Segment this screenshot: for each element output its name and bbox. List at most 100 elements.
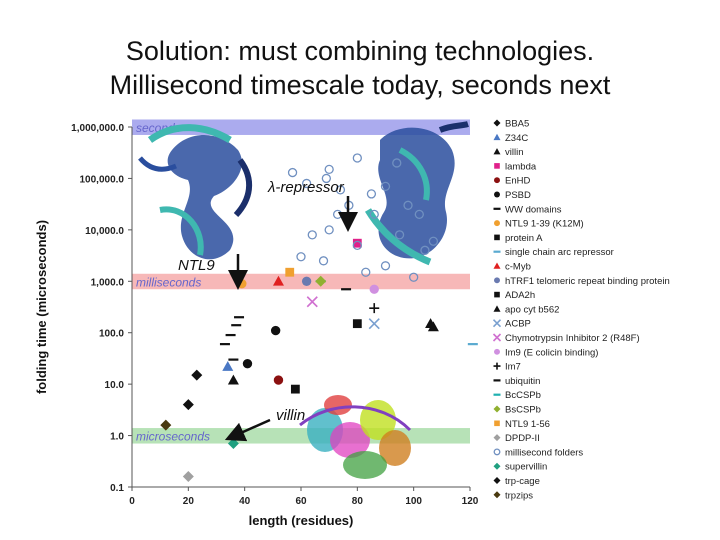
data-point-s12-p0 <box>352 319 362 329</box>
legend-label-20: BsCSPb <box>505 405 541 416</box>
legend-label-24: supervillin <box>505 462 547 473</box>
data-point-s23-p10 <box>296 252 306 262</box>
data-point-s23-p12 <box>352 240 362 250</box>
y-axis-label: folding time (microseconds) <box>34 220 49 394</box>
legend-marker-4 <box>494 177 500 184</box>
legend-marker-7 <box>494 220 500 227</box>
data-point-s0-p0 <box>191 369 203 381</box>
data-point-s3-p0 <box>352 238 362 248</box>
data-point-s23-p2 <box>321 173 332 184</box>
data-point-s23-p15 <box>414 209 424 220</box>
x-tick-label-4: 80 <box>352 496 364 507</box>
data-point-s23-p6 <box>366 189 377 199</box>
legend-marker-13 <box>493 305 501 312</box>
legend-label-19: BcCSPb <box>505 390 541 401</box>
legend-label-18: ubiquitin <box>505 376 540 387</box>
legend-label-15: Chymotrypsin Inhibitor 2 (R48F) <box>505 333 640 344</box>
slide-title-line-1: Solution: must combining technologies. <box>125 36 595 66</box>
slide-title-line-2: Millisecond timescale today, seconds nex… <box>109 70 611 100</box>
legend-marker-14 <box>492 319 502 328</box>
legend-marker-1 <box>493 133 501 141</box>
protein-structure-lambda-repressor-image <box>364 121 469 266</box>
legend-label-23: millisecond folders <box>505 447 583 458</box>
legend-marker-17 <box>493 362 501 370</box>
legend-marker-15 <box>492 333 502 342</box>
annotation-label-0: λ-repressor <box>267 179 345 196</box>
legend-marker-24 <box>493 462 501 470</box>
legend-marker-23 <box>493 448 501 456</box>
x-tick-label-1: 20 <box>183 496 195 507</box>
data-point-s23-p9 <box>307 230 317 240</box>
y-tick-label-0: 1,000,000.0 <box>71 123 124 134</box>
data-point-s14-p0 <box>368 318 380 330</box>
data-point-s23-p3 <box>335 185 346 195</box>
legend-marker-8 <box>494 234 500 241</box>
data-point-s25-p0 <box>182 399 194 411</box>
data-point-s23-p20 <box>361 267 371 277</box>
legend-label-4: EnHD <box>505 176 530 187</box>
data-point-s21-p0 <box>285 267 295 277</box>
legend-label-5: PSBD <box>505 190 531 201</box>
band-label-2: microseconds <box>136 430 210 444</box>
data-point-s23-p19 <box>324 225 334 235</box>
legend-label-11: hTRF1 telomeric repeat binding protein <box>505 276 670 287</box>
x-axis-label: length (residues) <box>249 513 354 528</box>
legend-label-12: ADA2h <box>505 290 535 301</box>
data-point-s1-p0 <box>222 361 234 371</box>
data-point-s2-p0 <box>227 374 239 385</box>
legend-label-14: ACBP <box>505 319 531 330</box>
legend-label-9: single chain arc repressor <box>505 247 614 258</box>
legend-label-16: Im9 (E colicin binding) <box>505 347 598 358</box>
legend-label-7: NTL9 1-39 (K12M) <box>505 219 584 230</box>
data-point-s23-p13 <box>380 261 391 271</box>
data-point-s23-p4 <box>324 164 334 175</box>
legend-marker-21 <box>494 420 500 427</box>
legend-marker-20 <box>493 405 501 413</box>
y-tick-label-6: 1.0 <box>110 432 124 443</box>
legend-label-0: BBA5 <box>505 119 529 130</box>
data-point-s13-p0 <box>425 318 437 329</box>
x-tick-label-5: 100 <box>405 496 422 507</box>
annotation-label-2: villin <box>276 407 305 424</box>
legend-label-1: Z34C <box>505 133 528 144</box>
legend-marker-25 <box>493 477 501 484</box>
data-point-s16-p0 <box>369 284 379 294</box>
legend-marker-3 <box>494 163 500 169</box>
data-point-s5-p0 <box>242 359 253 369</box>
data-point-s23-p16 <box>420 245 430 255</box>
legend-label-10: c-Myb <box>505 262 531 273</box>
x-tick-label-0: 0 <box>129 496 135 507</box>
legend-label-3: lambda <box>505 161 537 172</box>
x-tick-label-6: 120 <box>462 496 479 507</box>
legend-marker-11 <box>494 277 500 284</box>
legend-marker-12 <box>494 291 500 298</box>
data-point-s4-p0 <box>273 375 284 385</box>
legend-marker-10 <box>493 262 501 269</box>
legend-marker-16 <box>494 348 500 355</box>
data-point-s23-p22 <box>428 236 439 246</box>
legend-label-17: Im7 <box>505 362 521 373</box>
y-tick-label-7: 0.1 <box>110 483 124 494</box>
annotation-arrow-2 <box>224 418 271 442</box>
data-point-s23-p23 <box>392 158 402 168</box>
legend-label-13: apo cyt b562 <box>505 304 559 315</box>
data-point-s23-p1 <box>301 178 312 189</box>
band-1 <box>132 273 470 290</box>
data-point-s10-p0 <box>272 275 284 286</box>
protein-structure-ntl9-image <box>138 124 253 260</box>
legend-marker-22 <box>493 434 501 442</box>
legend-label-26: trpzips <box>505 490 533 501</box>
y-tick-label-4: 100.0 <box>99 329 124 340</box>
legend-marker-26 <box>493 491 501 499</box>
legend-marker-2 <box>493 148 501 155</box>
x-tick-label-2: 40 <box>239 496 251 507</box>
legend-label-6: WW domains <box>505 204 562 215</box>
legend-label-22: DPDP-II <box>505 433 540 444</box>
data-point-s15-p0 <box>306 296 318 308</box>
data-point-s23-p21 <box>409 272 419 282</box>
data-point-s11-p0 <box>301 276 312 286</box>
data-point-s5-p1 <box>270 325 281 336</box>
y-tick-label-1: 100,000.0 <box>80 174 125 185</box>
legend-label-21: NTL9 1-56 <box>505 419 550 430</box>
